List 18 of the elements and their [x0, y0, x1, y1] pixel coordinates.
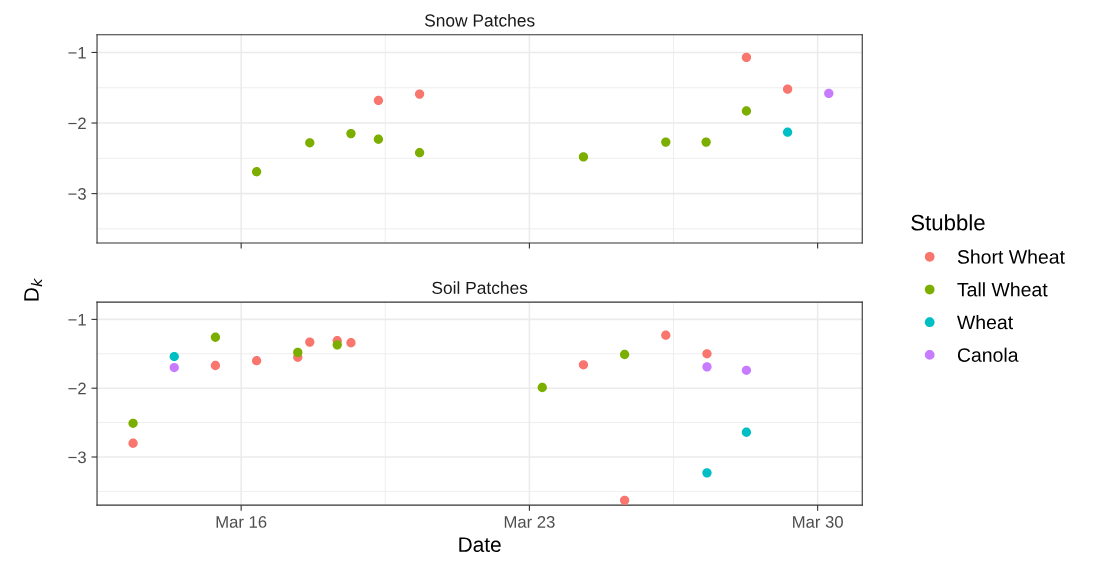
legend-label: Canola [957, 347, 1019, 362]
x-tick-label: Mar 30 [793, 516, 843, 528]
chart-title: Soil Patches [432, 281, 528, 295]
x-tick-label: Mar 16 [216, 516, 267, 528]
y-tick-label: −1 [68, 47, 86, 59]
legend-label: Tall Wheat [957, 282, 1048, 297]
chart-title: Snow Patches [424, 13, 535, 27]
y-tick-label: −2 [68, 117, 86, 130]
y-tick-label: −1 [68, 313, 86, 326]
y-tick-label: −3 [68, 451, 86, 464]
y-tick-label: −3 [68, 188, 86, 200]
x-tick-label: Mar 23 [504, 516, 555, 528]
legend-label: Wheat [957, 314, 1013, 330]
x-axis-title: Date [459, 537, 501, 552]
y-tick-label: −2 [68, 382, 86, 395]
legend-title: Stubble [911, 214, 985, 231]
y-axis-title: D$_{k}$ [24, 278, 43, 301]
legend-label: Short Wheat [957, 249, 1065, 264]
